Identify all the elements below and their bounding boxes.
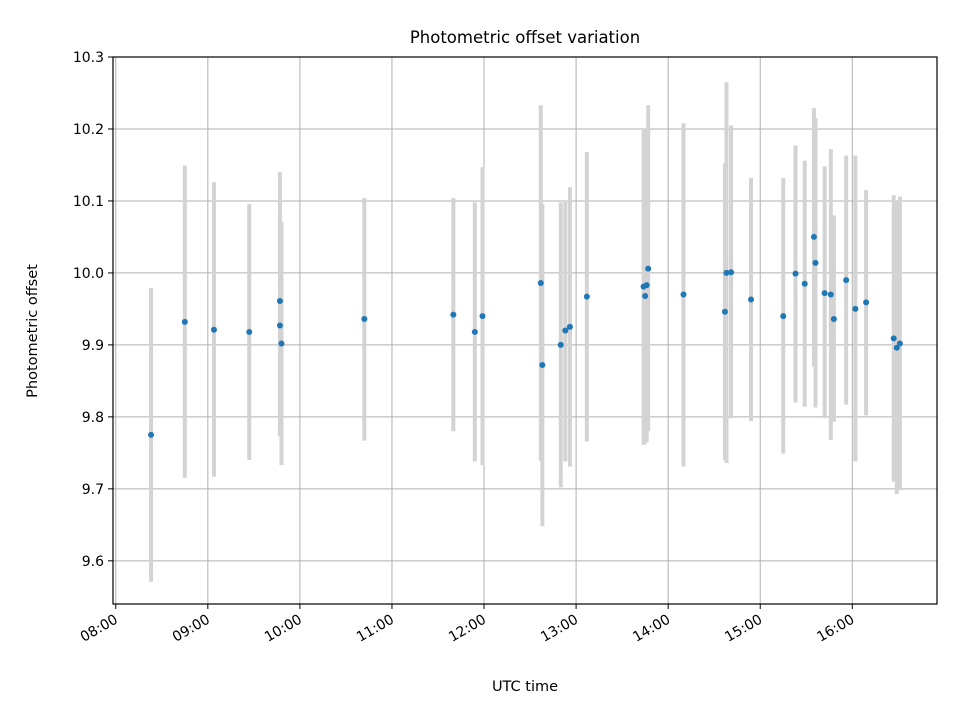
data-point <box>471 328 478 335</box>
data-point <box>562 327 569 334</box>
x-axis-ticks: 08:00 09:00 10:00 11:00 12:00 13:00 14:00 15:00… <box>78 604 857 646</box>
data-point <box>748 296 755 303</box>
data-point <box>479 313 486 320</box>
error-bars <box>149 82 902 582</box>
data-point <box>721 308 728 315</box>
y-tick-label: 10.0 <box>73 266 104 282</box>
data-point <box>642 292 649 299</box>
plot-frame <box>112 56 938 605</box>
x-tick-label: 16:00 <box>814 612 857 646</box>
data-point <box>450 311 457 318</box>
y-tick-label: 10.1 <box>73 194 104 210</box>
data-point <box>566 323 573 330</box>
x-tick-label: 12:00 <box>446 612 489 646</box>
y-tick-label: 9.6 <box>82 554 104 570</box>
data-point <box>890 335 897 342</box>
data-point <box>557 341 564 348</box>
x-tick-label: 09:00 <box>170 612 213 646</box>
data-point <box>830 315 837 322</box>
data-point <box>792 270 799 277</box>
data-point <box>278 340 285 347</box>
data-point <box>852 305 859 312</box>
x-tick-label: 10:00 <box>262 612 305 646</box>
data-point <box>680 291 687 298</box>
data-point <box>810 233 817 240</box>
data-point <box>643 282 650 289</box>
data-point <box>780 313 787 320</box>
data-point <box>821 290 828 297</box>
data-point <box>893 344 900 351</box>
data-point <box>148 431 155 438</box>
data-points <box>148 233 903 438</box>
y-axis-label: Photometric offset <box>25 264 41 398</box>
data-point <box>276 322 283 329</box>
data-point <box>276 297 283 304</box>
y-tick-label: 10.3 <box>73 50 104 66</box>
data-point <box>181 318 188 325</box>
y-tick-label: 10.2 <box>73 122 104 138</box>
data-point <box>361 315 368 322</box>
data-point <box>723 269 730 276</box>
data-point <box>537 279 544 286</box>
data-point <box>843 277 850 284</box>
data-point <box>583 293 590 300</box>
data-point <box>539 362 546 369</box>
x-axis-label: UTC time <box>492 679 558 695</box>
data-point <box>645 265 652 272</box>
x-tick-label: 13:00 <box>538 612 581 646</box>
x-tick-label: 11:00 <box>354 612 397 646</box>
data-point <box>728 269 735 276</box>
data-point <box>210 326 217 333</box>
data-point <box>812 259 819 266</box>
y-axis-ticks: 9.6 9.7 9.8 9.9 10.0 10.1 10.2 10.3 <box>73 50 113 570</box>
x-tick-label: 14:00 <box>630 612 673 646</box>
chart-title: Photometric offset variation <box>410 28 640 47</box>
data-point <box>863 299 870 306</box>
data-point <box>801 280 808 287</box>
y-tick-label: 9.7 <box>82 482 104 498</box>
x-tick-label: 15:00 <box>722 612 765 646</box>
x-tick-label: 08:00 <box>78 612 121 646</box>
y-tick-label: 9.9 <box>82 338 104 354</box>
data-point <box>827 291 834 298</box>
y-tick-label: 9.8 <box>82 410 104 426</box>
data-point <box>246 328 253 335</box>
data-point <box>896 340 903 347</box>
